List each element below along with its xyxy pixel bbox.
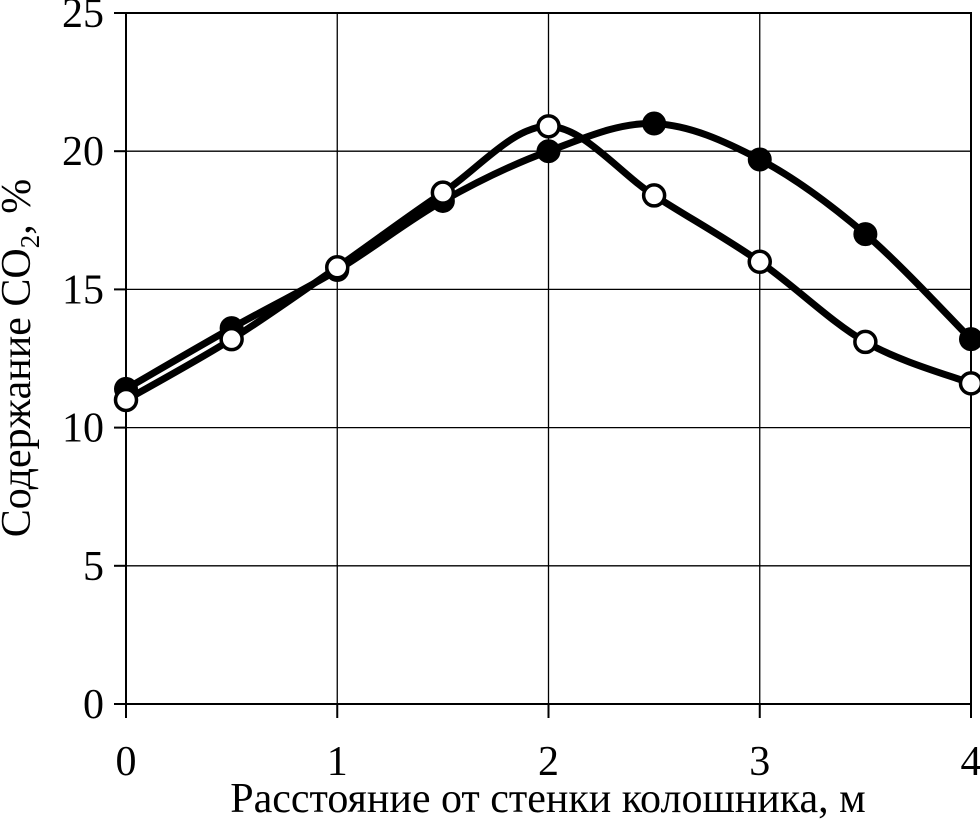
y-axis-title-tail: , % bbox=[0, 179, 40, 235]
x-tick-label: 4 bbox=[961, 739, 980, 785]
x-axis-title: Расстояние от стенки колошника, м bbox=[230, 776, 865, 819]
filled-circle-marker bbox=[747, 147, 772, 172]
filled-circle-marker bbox=[959, 327, 980, 352]
series-markers bbox=[113, 111, 980, 413]
filled-circle-marker bbox=[853, 222, 878, 247]
open-circle-marker bbox=[641, 183, 667, 208]
x-tick-label: 0 bbox=[116, 739, 137, 785]
y-tick-label: 5 bbox=[83, 544, 104, 590]
y-tick-label: 15 bbox=[62, 267, 104, 313]
y-tick-label: 20 bbox=[62, 129, 104, 175]
x-tick-labels: 0 1 2 3 4 bbox=[116, 739, 980, 785]
y-axis-title-subscript: 2 bbox=[15, 235, 45, 249]
axis-ticks bbox=[114, 12, 972, 718]
open-circle-marker bbox=[219, 326, 244, 352]
open-circle-marker bbox=[853, 329, 878, 355]
y-tick-labels: 0 5 10 15 20 25 bbox=[62, 0, 104, 728]
filled-circle-marker bbox=[536, 139, 561, 164]
open-circle-marker bbox=[958, 371, 980, 396]
x-tick-label: 2 bbox=[538, 739, 559, 785]
open-circle-marker bbox=[536, 114, 561, 139]
open-circle-marker bbox=[325, 255, 350, 280]
y-tick-label: 25 bbox=[62, 0, 104, 37]
y-axis-title: Содержание СО2, % bbox=[0, 179, 45, 537]
open-circle-marker bbox=[113, 387, 139, 413]
y-tick-label: 10 bbox=[62, 406, 104, 452]
x-tick-label: 1 bbox=[327, 739, 348, 785]
filled-circle-marker bbox=[642, 111, 667, 136]
y-tick-label: 0 bbox=[83, 682, 104, 728]
open-circle-marker bbox=[430, 180, 456, 205]
open-circle-marker bbox=[747, 249, 772, 275]
y-axis-title-main: Содержание СО bbox=[0, 248, 40, 537]
x-tick-label: 3 bbox=[749, 739, 770, 785]
